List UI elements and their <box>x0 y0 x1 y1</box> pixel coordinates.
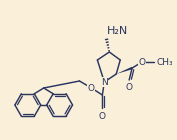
Text: O: O <box>126 83 133 92</box>
Text: H₂N: H₂N <box>107 26 129 36</box>
Text: O: O <box>99 112 106 121</box>
Text: CH₃: CH₃ <box>156 58 173 66</box>
Polygon shape <box>116 67 133 74</box>
Text: O: O <box>139 58 146 66</box>
Text: N: N <box>101 78 108 87</box>
Text: O: O <box>88 83 95 93</box>
